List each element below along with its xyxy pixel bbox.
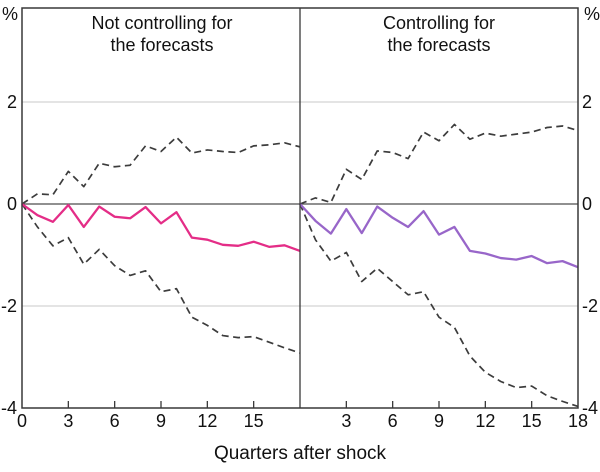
not-controlling-lower-band-line (21, 203, 301, 354)
y-tick-label-right: 0 (582, 194, 593, 214)
y-tick-label-right: 2 (582, 92, 593, 112)
panel-title-right-line2: the forecasts (387, 35, 491, 55)
controlling-response-line (299, 203, 579, 269)
y-axis-unit-right: % (584, 4, 600, 24)
x-tick-label: 18 (567, 411, 589, 431)
panel-title-left: Not controlling for the forecasts (52, 12, 272, 56)
not-controlling-upper-band-line (21, 136, 301, 205)
not-controlling-response-line (21, 203, 301, 253)
x-tick-label: 0 (16, 411, 27, 431)
x-tick-label: 12 (475, 411, 496, 431)
y-tick-label-right: -2 (582, 296, 599, 316)
controlling-lower-band-line (299, 203, 579, 408)
y-tick-label-right: -4 (582, 398, 599, 418)
panel-title-left-line2: the forecasts (110, 35, 214, 55)
y-axis-unit-left: % (2, 4, 19, 24)
x-tick-label: 9 (155, 411, 166, 431)
panel-title-right: Controlling for the forecasts (329, 12, 549, 56)
panel-title-left-line1: Not controlling for (91, 13, 233, 33)
y-tick-label-left: 2 (6, 92, 17, 112)
x-tick-label: 3 (341, 411, 352, 431)
panel-title-right-line1: Controlling for (382, 13, 496, 33)
x-tick-label: 3 (63, 411, 74, 431)
x-tick-label: 6 (109, 411, 120, 431)
x-tick-label: 6 (387, 411, 398, 431)
y-tick-label-left: -2 (0, 296, 17, 316)
x-tick-label: 12 (197, 411, 218, 431)
x-tick-label: 15 (243, 411, 264, 431)
y-tick-label-left: -4 (0, 398, 17, 418)
y-tick-label-left: 0 (6, 194, 17, 214)
x-axis-title: Quarters after shock (213, 443, 387, 464)
x-tick-label: 9 (433, 411, 444, 431)
controlling-upper-band-line (299, 123, 579, 205)
x-tick-label: 15 (521, 411, 542, 431)
